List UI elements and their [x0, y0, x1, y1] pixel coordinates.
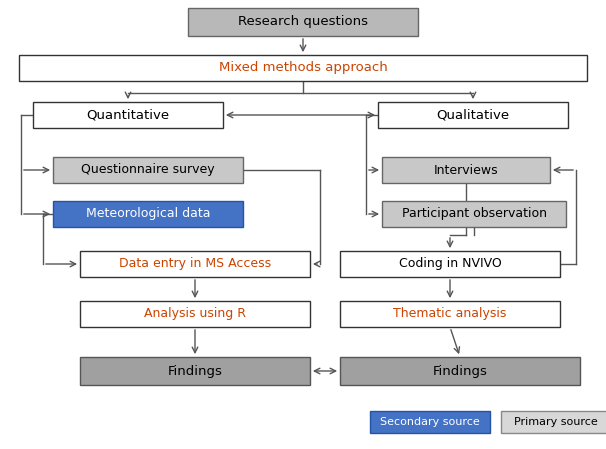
Text: Findings: Findings	[168, 365, 222, 378]
FancyBboxPatch shape	[501, 411, 606, 433]
Text: Mixed methods approach: Mixed methods approach	[219, 62, 387, 75]
Text: Qualitative: Qualitative	[436, 109, 510, 122]
FancyBboxPatch shape	[382, 201, 566, 227]
FancyBboxPatch shape	[53, 201, 243, 227]
Text: Analysis using R: Analysis using R	[144, 308, 246, 321]
Text: Coding in NVIVO: Coding in NVIVO	[399, 257, 501, 270]
FancyBboxPatch shape	[53, 157, 243, 183]
FancyBboxPatch shape	[80, 301, 310, 327]
FancyBboxPatch shape	[33, 102, 223, 128]
Text: Questionnaire survey: Questionnaire survey	[81, 163, 215, 176]
Text: Interviews: Interviews	[434, 163, 498, 176]
Text: Participant observation: Participant observation	[402, 207, 547, 220]
FancyBboxPatch shape	[80, 251, 310, 277]
FancyBboxPatch shape	[340, 251, 560, 277]
FancyBboxPatch shape	[80, 357, 310, 385]
Text: Thematic analysis: Thematic analysis	[393, 308, 507, 321]
Text: Primary source: Primary source	[514, 417, 598, 427]
FancyBboxPatch shape	[340, 357, 580, 385]
FancyBboxPatch shape	[340, 301, 560, 327]
Text: Quantitative: Quantitative	[87, 109, 170, 122]
Text: Findings: Findings	[433, 365, 487, 378]
FancyBboxPatch shape	[370, 411, 490, 433]
Text: Data entry in MS Access: Data entry in MS Access	[119, 257, 271, 270]
Text: Meteorological data: Meteorological data	[86, 207, 210, 220]
Text: Research questions: Research questions	[238, 16, 368, 28]
FancyBboxPatch shape	[382, 157, 550, 183]
FancyBboxPatch shape	[19, 55, 587, 81]
Text: Secondary source: Secondary source	[380, 417, 480, 427]
FancyBboxPatch shape	[378, 102, 568, 128]
FancyBboxPatch shape	[188, 8, 418, 36]
